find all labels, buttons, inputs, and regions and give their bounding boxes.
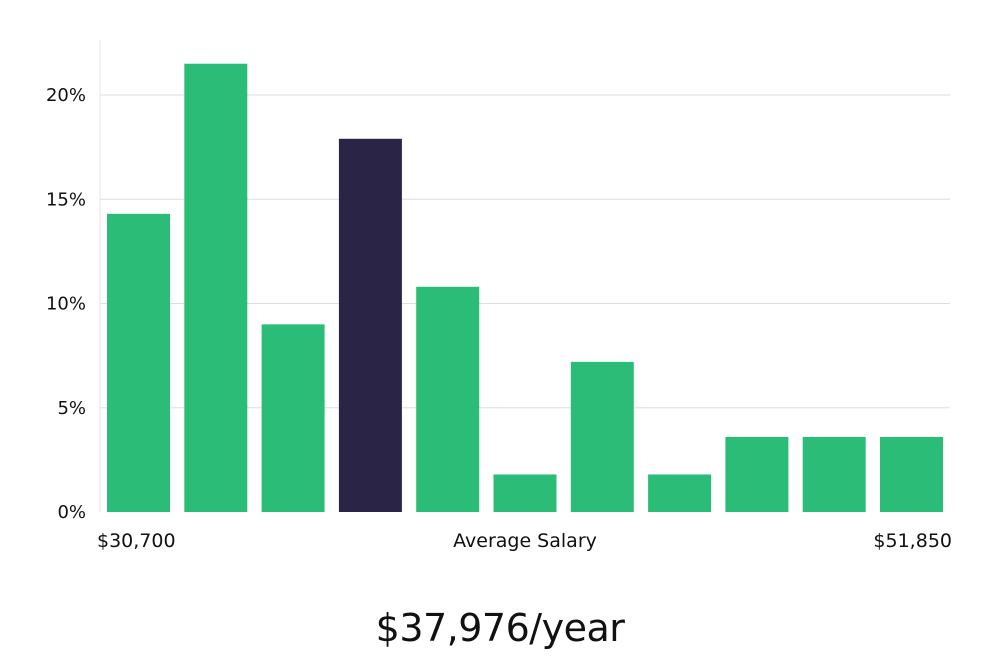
bar	[107, 213, 170, 512]
bar	[802, 436, 866, 512]
y-tick-label: 15%	[46, 189, 86, 210]
x-max-label: $51,850	[873, 530, 952, 552]
average-salary-value: $37,976/year	[375, 606, 625, 650]
bar-highlighted	[338, 138, 402, 512]
bars	[107, 63, 943, 512]
x-axis-label: Average Salary	[453, 530, 597, 552]
bar	[880, 436, 943, 512]
bar	[493, 474, 557, 512]
y-tick-label: 10%	[46, 294, 86, 315]
salary-histogram: 0% 5% 10% 15% 20% $30,700 Average Salary $51…	[46, 40, 952, 552]
bar	[416, 286, 480, 512]
bar	[725, 436, 789, 512]
x-min-label: $30,700	[97, 530, 176, 552]
bar	[184, 63, 248, 512]
bar	[648, 474, 712, 512]
bar	[261, 324, 325, 512]
y-tick-label: 0%	[57, 502, 86, 523]
y-tick-label: 20%	[46, 85, 86, 106]
y-axis-ticks: 0% 5% 10% 15% 20%	[46, 85, 86, 523]
y-tick-label: 5%	[57, 398, 86, 419]
bar	[570, 361, 634, 512]
